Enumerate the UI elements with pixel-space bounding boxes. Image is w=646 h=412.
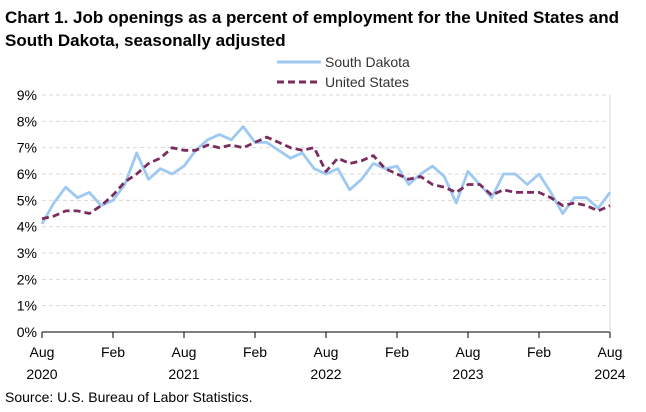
x-tick-year: 2020	[26, 366, 57, 382]
x-tick-month: Feb	[385, 344, 409, 360]
legend-label: United States	[325, 74, 409, 90]
x-tick-month: Aug	[172, 344, 197, 360]
y-tick-label: 9%	[17, 87, 37, 103]
series-line-south-dakota	[40, 125, 612, 225]
y-tick-label: 7%	[17, 140, 37, 156]
series-line-united-states	[41, 135, 611, 221]
x-axis-ticks: Aug 2020 Feb Aug 2021 Feb Aug 2022 Feb Aug 2023 Feb…	[26, 332, 626, 382]
y-tick-label: 0%	[17, 324, 37, 340]
x-tick-month: Aug	[456, 344, 481, 360]
legend-label: South Dakota	[325, 54, 410, 70]
series-lines	[40, 125, 612, 225]
grid-lines	[42, 94, 611, 333]
y-tick-label: 1%	[17, 298, 37, 314]
x-tick-month: Aug	[314, 344, 339, 360]
y-tick-label: 2%	[17, 271, 37, 287]
y-tick-label: 8%	[17, 113, 37, 129]
x-tick-year: 2021	[168, 366, 199, 382]
legend: South Dakota United States	[277, 54, 410, 90]
x-tick-year: 2024	[594, 366, 625, 382]
y-tick-label: 6%	[17, 166, 37, 182]
y-tick-label: 3%	[17, 245, 37, 261]
source-note: Source: U.S. Bureau of Labor Statistics.	[5, 389, 253, 405]
x-tick-month: Feb	[101, 344, 125, 360]
x-tick-month: Aug	[30, 344, 55, 360]
x-tick-month: Feb	[243, 344, 267, 360]
x-tick-month: Feb	[527, 344, 551, 360]
x-tick-month: Aug	[598, 344, 623, 360]
x-tick-year: 2022	[310, 366, 341, 382]
chart-title: Chart 1. Job openings as a percent of em…	[5, 8, 619, 50]
y-tick-label: 4%	[17, 219, 37, 235]
y-tick-label: 5%	[17, 192, 37, 208]
x-tick-year: 2023	[452, 366, 483, 382]
y-axis-ticks: 0% 1% 2% 3% 4% 5% 6% 7% 8% 9%	[17, 87, 37, 340]
